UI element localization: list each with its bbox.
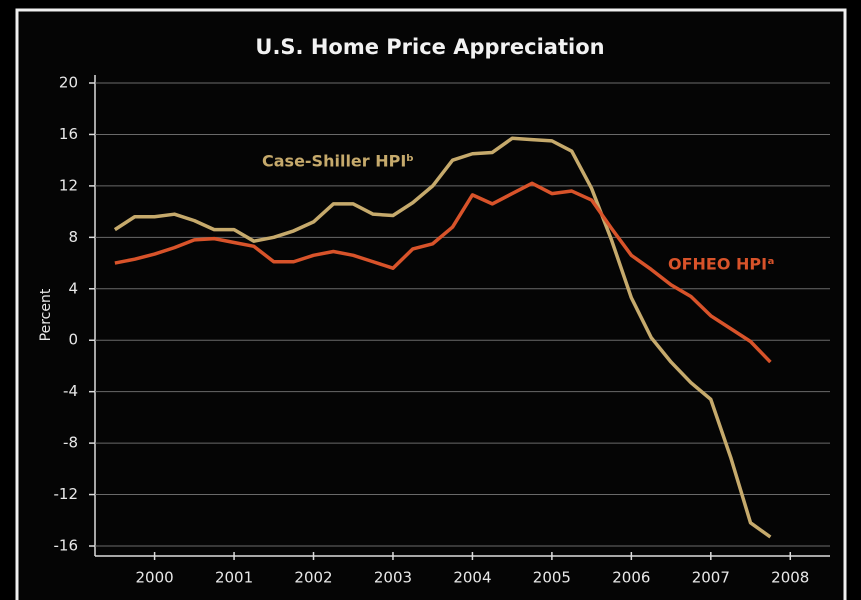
y-tick-label: 4 xyxy=(68,279,78,297)
y-tick-label: -12 xyxy=(54,485,79,503)
series-label: OFHEO HPIᵃ xyxy=(668,255,774,274)
chart-title: U.S. Home Price Appreciation xyxy=(255,35,604,59)
series-label: Case-Shiller HPIᵇ xyxy=(262,152,414,171)
y-tick-label: 0 xyxy=(68,331,78,349)
y-axis-label: Percent xyxy=(38,288,54,341)
page: {"chart_data": {"type": "line", "title":… xyxy=(0,0,861,600)
y-tick-label: 8 xyxy=(68,228,78,246)
x-tick-label: 2003 xyxy=(374,569,412,587)
y-tick-label: -8 xyxy=(63,434,78,452)
x-tick-label: 2008 xyxy=(771,569,809,587)
frame xyxy=(17,10,845,600)
x-tick-label: 2006 xyxy=(612,569,650,587)
y-tick-label: -16 xyxy=(54,537,79,555)
y-tick-label: -4 xyxy=(63,382,78,400)
x-tick-label: 2001 xyxy=(215,569,253,587)
y-tick-label: 20 xyxy=(59,74,78,92)
y-tick-label: 12 xyxy=(59,176,78,194)
x-tick-label: 2007 xyxy=(692,569,730,587)
x-tick-label: 2002 xyxy=(294,569,332,587)
y-tick-label: 16 xyxy=(59,125,78,143)
chart: U.S. Home Price Appreciation Percent -16… xyxy=(0,0,861,600)
x-tick-label: 2000 xyxy=(136,569,174,587)
x-tick-label: 2005 xyxy=(533,569,571,587)
x-tick-label: 2004 xyxy=(453,569,491,587)
